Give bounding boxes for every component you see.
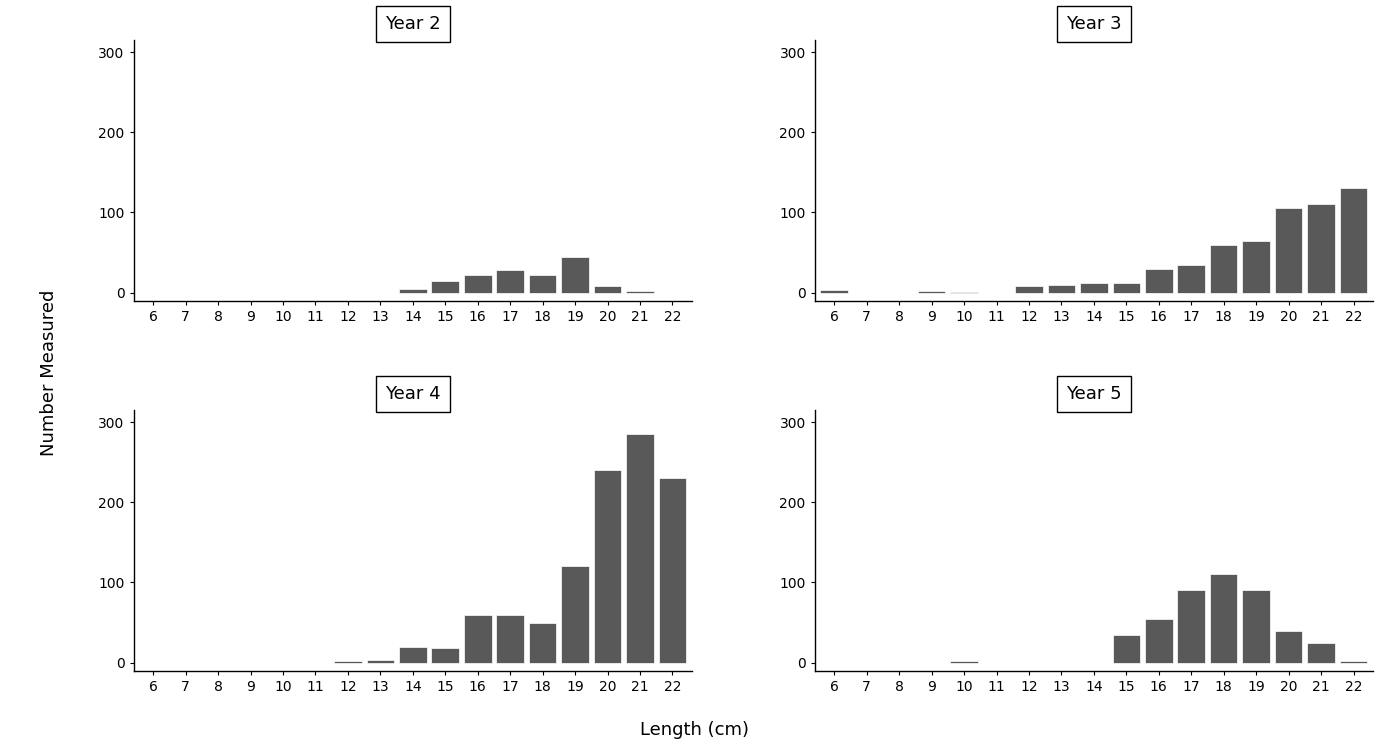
Bar [1307, 642, 1335, 662]
Bar [432, 648, 459, 662]
Bar [366, 660, 394, 662]
Text: Number Measured: Number Measured [40, 289, 57, 457]
Bar [398, 289, 426, 292]
Bar [1177, 265, 1205, 292]
Bar [464, 275, 491, 292]
Bar [464, 615, 491, 662]
Bar [561, 566, 589, 662]
Bar [1339, 661, 1367, 662]
Bar [497, 615, 525, 662]
Bar [1113, 635, 1140, 662]
Title: Year 5: Year 5 [1066, 385, 1122, 403]
Bar [1307, 204, 1335, 292]
Bar [1274, 630, 1302, 662]
Bar [820, 290, 848, 292]
Bar [1145, 269, 1173, 292]
Bar [529, 623, 557, 662]
Bar [594, 286, 622, 292]
Bar [335, 661, 362, 662]
Bar [1145, 618, 1173, 662]
Bar [951, 661, 977, 662]
Bar [626, 434, 654, 662]
Text: Length (cm): Length (cm) [640, 721, 748, 739]
Bar [497, 270, 525, 292]
Bar [1210, 245, 1238, 292]
Title: Year 4: Year 4 [384, 385, 440, 403]
Bar [432, 280, 459, 292]
Bar [529, 275, 557, 292]
Bar [1048, 285, 1076, 292]
Bar [659, 478, 686, 662]
Bar [1242, 591, 1270, 662]
Bar [917, 291, 945, 292]
Bar [398, 647, 426, 662]
Bar [1210, 574, 1238, 662]
Bar [1274, 208, 1302, 292]
Title: Year 3: Year 3 [1066, 15, 1122, 33]
Bar [561, 257, 589, 292]
Title: Year 2: Year 2 [384, 15, 440, 33]
Bar [626, 291, 654, 292]
Bar [1177, 591, 1205, 662]
Bar [1339, 189, 1367, 292]
Bar [1242, 240, 1270, 292]
Bar [594, 470, 622, 662]
Bar [1015, 286, 1042, 292]
Bar [1113, 283, 1140, 292]
Bar [1080, 283, 1108, 292]
